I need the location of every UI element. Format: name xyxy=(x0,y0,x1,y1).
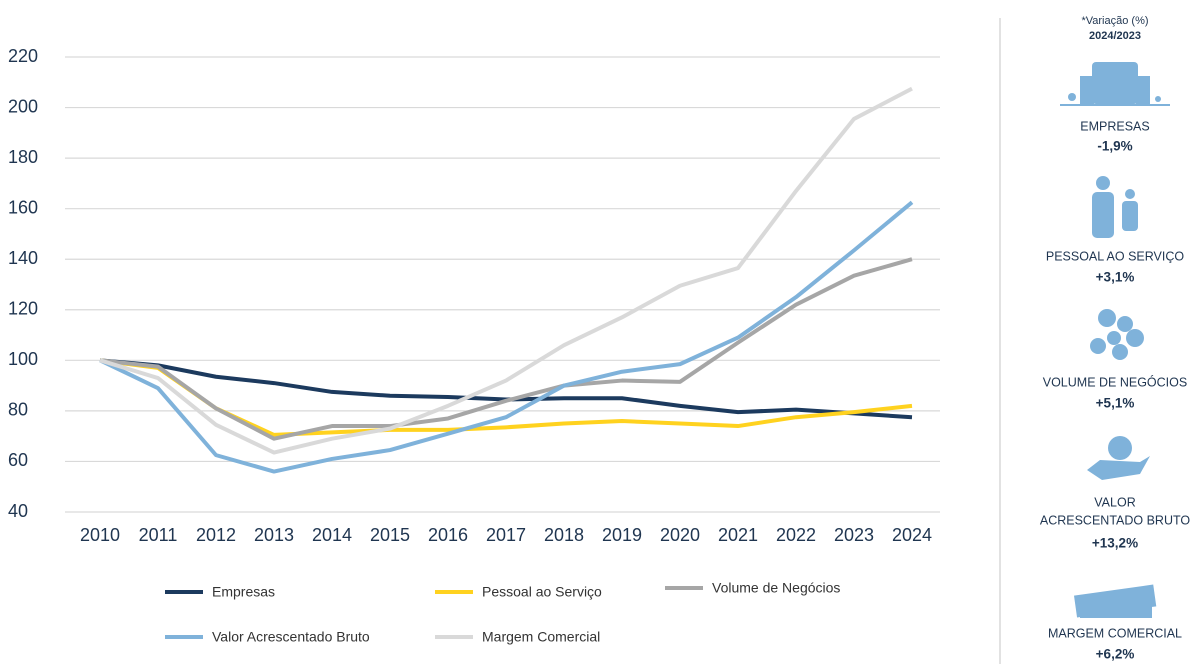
legend-label: Empresas xyxy=(212,584,275,600)
x-tick-label: 2023 xyxy=(834,525,874,545)
icon-notes xyxy=(1073,584,1157,618)
panel-title: *Variação (%) xyxy=(1081,15,1148,27)
legend-label: Volume de Negócios xyxy=(712,580,840,596)
x-tick-label: 2017 xyxy=(486,525,526,545)
indicator-label: EMPRESAS xyxy=(1080,119,1149,133)
indicator-label: PESSOAL AO SERVIÇO xyxy=(1046,249,1185,263)
y-tick-label: 60 xyxy=(8,450,28,470)
indicator-value: +5,1% xyxy=(1096,396,1135,411)
x-tick-label: 2021 xyxy=(718,525,758,545)
series-line xyxy=(99,200,914,474)
x-tick-label: 2020 xyxy=(660,525,700,545)
y-tick-label: 220 xyxy=(8,46,38,66)
x-tick-label: 2010 xyxy=(80,525,120,545)
x-tick-label: 2022 xyxy=(776,525,816,545)
y-tick-label: 100 xyxy=(8,349,38,369)
indicator-label: MARGEM COMERCIAL xyxy=(1048,626,1182,640)
x-tick-label: 2015 xyxy=(370,525,410,545)
icon-building xyxy=(1060,62,1170,106)
indicator-value: +13,2% xyxy=(1092,536,1138,551)
series-line xyxy=(99,257,913,441)
y-tick-label: 160 xyxy=(8,197,38,217)
y-tick-label: 180 xyxy=(8,147,38,167)
panel-subtitle: 2024/2023 xyxy=(1089,30,1141,42)
legend-label: Margem Comercial xyxy=(482,629,600,645)
icon-coins xyxy=(1090,309,1144,360)
indicator-value: -1,9% xyxy=(1097,139,1132,154)
x-tick-label: 2024 xyxy=(892,525,932,545)
indicator-value: +3,1% xyxy=(1096,270,1135,285)
x-tick-label: 2014 xyxy=(312,525,352,545)
y-tick-label: 120 xyxy=(8,299,38,319)
icon-hand xyxy=(1087,436,1150,480)
x-tick-label: 2012 xyxy=(196,525,236,545)
y-tick-label: 40 xyxy=(8,501,28,521)
x-tick-label: 2016 xyxy=(428,525,468,545)
indicator-label: VOLUME DE NEGÓCIOS xyxy=(1043,374,1187,389)
legend-label: Valor Acrescentado Bruto xyxy=(212,629,370,645)
indicator-value: +6,2% xyxy=(1096,647,1135,662)
series-line xyxy=(99,86,913,455)
x-tick-label: 2018 xyxy=(544,525,584,545)
y-tick-label: 200 xyxy=(8,96,38,116)
x-tick-label: 2013 xyxy=(254,525,294,545)
x-tick-label: 2019 xyxy=(602,525,642,545)
x-tick-label: 2011 xyxy=(139,525,178,545)
indicator-label: VALOR xyxy=(1094,495,1135,509)
series-line xyxy=(99,358,913,420)
icon-people xyxy=(1092,176,1138,238)
indicator-label: ACRESCENTADO BRUTO xyxy=(1040,513,1191,527)
legend-label: Pessoal ao Serviço xyxy=(482,584,602,600)
y-tick-label: 80 xyxy=(8,400,28,420)
y-tick-label: 140 xyxy=(8,248,38,268)
